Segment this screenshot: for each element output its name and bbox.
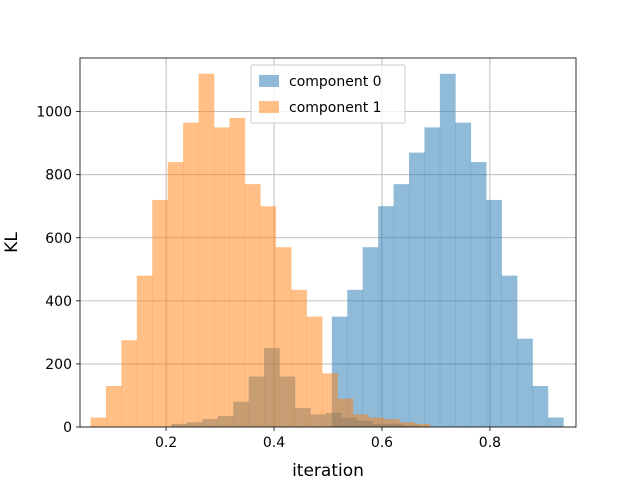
x-tick-label: 0.4 [263, 435, 285, 451]
histogram-bar [517, 338, 533, 427]
histogram-bar [532, 386, 549, 427]
legend-label-component-0: component 0 [289, 74, 382, 90]
histogram-bar [90, 417, 107, 427]
histogram-bar [105, 386, 122, 427]
legend-box [250, 64, 406, 124]
histogram-bar [352, 414, 369, 427]
histogram-bar [229, 117, 246, 427]
histogram-bar [424, 127, 441, 427]
x-axis-ticks: 0.2 0.4 0.6 0.8 [155, 427, 501, 451]
histogram-bar [368, 417, 385, 427]
histogram-bar [455, 122, 472, 428]
histogram-bar [399, 422, 415, 427]
histogram-bar [121, 340, 138, 427]
axes-frame [79, 57, 577, 428]
y-tick-label: 0 [63, 420, 72, 436]
legend-swatch-component-1 [259, 101, 279, 113]
y-tick-label: 200 [45, 357, 72, 373]
histogram-bar [291, 289, 307, 427]
histogram-bar [383, 419, 400, 427]
histogram-bar [322, 373, 338, 427]
histogram-bar [414, 423, 431, 427]
histogram-bar [183, 122, 199, 428]
x-tick-label: 0.2 [155, 435, 177, 451]
histogram-bar [337, 398, 354, 427]
histogram-bar [362, 247, 379, 427]
y-tick-label: 600 [45, 231, 72, 247]
histogram-bar [306, 316, 323, 427]
histogram-bar [470, 162, 487, 428]
histogram-bar [260, 206, 277, 427]
histogram-bar [152, 199, 169, 427]
histogram-bar [347, 289, 364, 427]
x-tick-label: 0.6 [371, 435, 393, 451]
histogram-bar [378, 206, 394, 427]
legend-label-component-1: component 1 [289, 100, 382, 116]
x-axis-label: iteration [292, 461, 364, 480]
histogram-bar [275, 247, 292, 427]
y-axis-ticks: 0 200 400 600 800 1000 [36, 105, 80, 436]
histogram-bar [198, 73, 215, 428]
histogram-bar [214, 127, 230, 427]
histogram-bar [409, 152, 425, 427]
x-tick-label: 0.8 [479, 435, 501, 451]
y-tick-label: 1000 [36, 105, 72, 121]
y-tick-label: 800 [45, 168, 72, 184]
histogram-bars [90, 73, 564, 428]
histogram-bar [501, 275, 518, 427]
histogram-bar [486, 199, 502, 427]
histogram-bar [244, 184, 261, 427]
histogram-bar [439, 73, 456, 428]
histogram-bar [167, 162, 184, 428]
histogram-bar [393, 184, 410, 427]
histogram-bar [136, 275, 153, 427]
legend: component 0 component 1 [250, 64, 406, 124]
y-tick-label: 400 [45, 294, 72, 310]
histogram-bar [547, 417, 564, 427]
y-axis-label: KL [2, 232, 22, 253]
legend-swatch-component-0 [259, 75, 279, 87]
